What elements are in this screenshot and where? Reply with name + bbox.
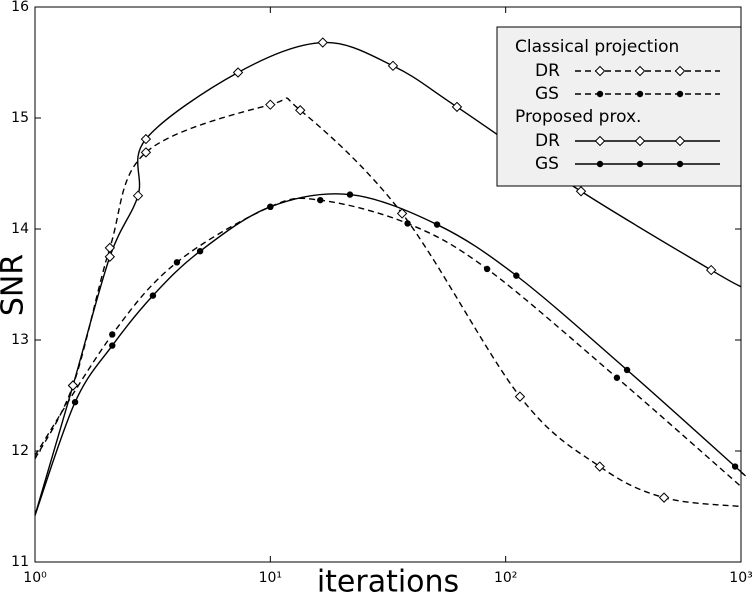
legend-marker xyxy=(636,160,644,168)
marker xyxy=(658,492,670,503)
marker xyxy=(295,105,306,116)
marker xyxy=(140,133,152,145)
legend-marker xyxy=(674,65,686,77)
y-tick-label: 14 xyxy=(11,221,29,237)
marker xyxy=(109,342,116,349)
x-tick-label: 10³ xyxy=(729,570,752,586)
legend-marker xyxy=(596,90,604,98)
legend-label: GS xyxy=(535,154,559,174)
legend-heading: Proposed prox. xyxy=(515,107,641,127)
marker xyxy=(317,196,324,204)
x-tick-label: 10² xyxy=(494,570,517,586)
marker xyxy=(575,186,587,197)
y-tick-label: 15 xyxy=(11,110,29,126)
legend-box xyxy=(496,26,742,187)
marker xyxy=(387,60,399,72)
marker xyxy=(67,380,79,391)
legend-marker xyxy=(676,90,684,98)
marker xyxy=(594,461,605,472)
marker xyxy=(265,99,276,110)
marker xyxy=(514,391,526,402)
plot-frame xyxy=(34,6,742,563)
x-tick-label: 10¹ xyxy=(259,570,282,586)
legend-heading: Classical projection xyxy=(515,37,679,57)
y-tick-label: 13 xyxy=(11,332,29,348)
marker xyxy=(613,374,621,381)
marker xyxy=(451,101,463,113)
x-axis-label: iterations xyxy=(317,565,459,597)
y-tick-label: 16 xyxy=(11,0,29,15)
legend-marker xyxy=(634,135,646,147)
marker xyxy=(109,331,116,338)
legend-label: DR xyxy=(535,61,560,81)
legend-label: GS xyxy=(535,84,559,104)
y-axis-label: SNR xyxy=(0,254,31,316)
marker xyxy=(104,251,116,262)
marker xyxy=(483,265,491,273)
marker xyxy=(513,272,520,279)
series-line xyxy=(34,193,746,516)
legend-marker xyxy=(634,65,646,77)
legend-marker xyxy=(676,160,684,168)
marker xyxy=(396,208,408,219)
legend-marker xyxy=(596,160,604,168)
marker xyxy=(71,398,79,406)
legend-label: DR xyxy=(535,131,560,151)
marker xyxy=(196,248,204,255)
series-line xyxy=(34,41,742,516)
marker xyxy=(346,191,354,198)
legend-marker xyxy=(594,65,606,77)
x-tick-label: 10⁰ xyxy=(23,570,47,586)
y-tick-label: 12 xyxy=(11,443,29,459)
marker xyxy=(317,37,328,48)
marker xyxy=(731,463,739,470)
marker xyxy=(404,220,411,227)
y-tick-label: 11 xyxy=(11,554,29,570)
marker xyxy=(705,264,717,276)
marker xyxy=(132,190,144,201)
marker xyxy=(149,292,157,299)
marker xyxy=(267,203,274,210)
marker xyxy=(433,221,441,228)
marker xyxy=(173,259,181,266)
legend-marker xyxy=(594,135,606,147)
marker xyxy=(232,67,244,78)
marker xyxy=(140,147,152,158)
marker xyxy=(623,366,631,374)
legend-marker xyxy=(636,90,644,98)
legend-marker xyxy=(674,135,686,147)
